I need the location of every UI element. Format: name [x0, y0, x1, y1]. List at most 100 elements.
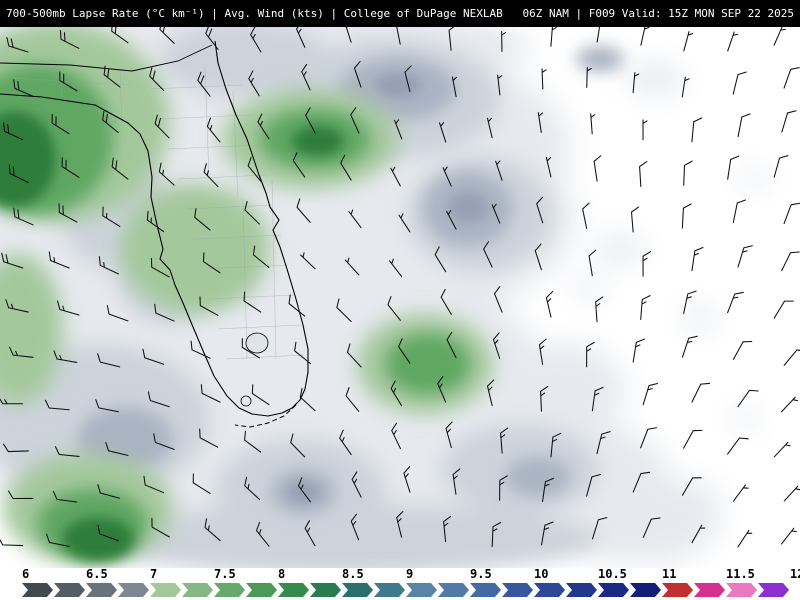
wind-barb [545, 157, 552, 178]
wind-barb [95, 399, 119, 413]
wind-barb [591, 517, 608, 540]
wind-barb [44, 399, 70, 411]
wind-barb [346, 343, 362, 368]
wind-barb [486, 117, 493, 139]
colorbar-tick-label: 10 [534, 567, 549, 581]
wind-barb [586, 473, 601, 497]
wind-barb [353, 60, 362, 88]
shading-dark-green [0, 111, 344, 561]
wind-barb [632, 72, 640, 94]
wind-barb [52, 490, 78, 503]
wind-barb [339, 429, 352, 456]
wind-barb [783, 485, 800, 502]
wind-barb [446, 209, 457, 230]
wind-barb [732, 199, 747, 224]
colorbar-tick-label: 6 [22, 567, 30, 581]
wind-barb [304, 520, 316, 547]
colorbar-tick-label: 9 [406, 567, 414, 581]
colorbar-tick-label: 7 [150, 567, 158, 581]
colorbar-segment [118, 583, 149, 597]
colorbar-segment [534, 583, 565, 597]
wind-barb [0, 536, 24, 547]
wind-barb [593, 155, 602, 182]
colorbar-segment [278, 583, 309, 597]
wind-barb [691, 246, 704, 272]
wind-barb [241, 338, 260, 359]
wind-barb [682, 429, 703, 449]
colorbar-segment [22, 583, 53, 597]
wind-barb [103, 65, 121, 88]
wind-barb [783, 349, 800, 366]
wind-barb [491, 203, 501, 224]
wind-barb [451, 76, 458, 98]
wind-barb [497, 74, 503, 96]
wind-barb [586, 66, 592, 88]
wind-barb [630, 206, 640, 233]
wind-barb [153, 433, 175, 450]
wind-barb [541, 477, 555, 503]
wind-barb [199, 428, 219, 448]
wind-barb [493, 286, 503, 313]
wind-barb [538, 338, 547, 366]
wind-barb [205, 27, 219, 50]
wind-barb [190, 340, 211, 359]
colorbar-segment [182, 583, 213, 597]
wind-barb [732, 340, 753, 360]
wind-barb [737, 389, 759, 408]
wind-barb [537, 112, 543, 133]
wind-barb [248, 70, 260, 97]
wind-barb-layer [0, 27, 800, 548]
lake-okeechobee [245, 332, 269, 354]
wind-barb [639, 161, 648, 188]
wind-barb [445, 421, 453, 449]
wind-barb [737, 245, 753, 268]
wind-barb [154, 114, 170, 139]
wind-barb [0, 395, 24, 405]
wind-barb [773, 155, 789, 178]
wind-barb [499, 475, 508, 501]
wind-barb [541, 521, 554, 546]
colorbar-segment [214, 583, 245, 597]
wind-barb [681, 76, 690, 98]
wind-barb [59, 30, 80, 49]
florida-keys [234, 404, 297, 428]
wind-barb [7, 490, 34, 500]
wind-barb [582, 202, 590, 230]
wind-barb [244, 200, 260, 225]
colorbar-segment [566, 583, 597, 597]
colorbar-tick-label: 9.5 [470, 567, 492, 581]
wind-barb [398, 213, 411, 233]
colorbar-segment [86, 583, 117, 597]
wind-barb [640, 27, 650, 46]
wind-barb [586, 341, 595, 368]
wind-barb [773, 300, 794, 319]
wind-barb [154, 303, 175, 322]
colorbar-tick-label: 6.5 [86, 567, 108, 581]
wind-barb [483, 241, 493, 268]
wind-barb [448, 27, 457, 51]
colorbar-segment [630, 583, 661, 597]
wind-barb [251, 384, 270, 406]
wind-barb [781, 527, 797, 545]
wind-barb [146, 210, 165, 233]
wind-barb [440, 288, 452, 315]
wind-barb [97, 353, 121, 368]
wind-barb [534, 243, 542, 271]
wind-barb [595, 296, 604, 323]
colorbar-tick-label: 11.5 [726, 567, 755, 581]
wind-barb [727, 291, 744, 314]
colorbar-segment [310, 583, 341, 597]
wind-barb [5, 298, 29, 313]
colorbar-segment [726, 583, 757, 597]
wind-barb [640, 295, 651, 321]
wind-barb [98, 256, 119, 275]
florida-coastline [0, 40, 309, 417]
wind-barb [13, 79, 34, 97]
model-run-info: 06Z NAM | F009 Valid: 15Z MON SEP 22 202… [522, 7, 794, 20]
wind-barb [640, 427, 658, 449]
title-bar: 700-500mb Lapse Rate (°C km⁻¹) | Avg. Wi… [0, 0, 800, 27]
wind-barb [8, 164, 29, 183]
wind-barb [773, 441, 791, 458]
wind-barb [632, 338, 645, 363]
